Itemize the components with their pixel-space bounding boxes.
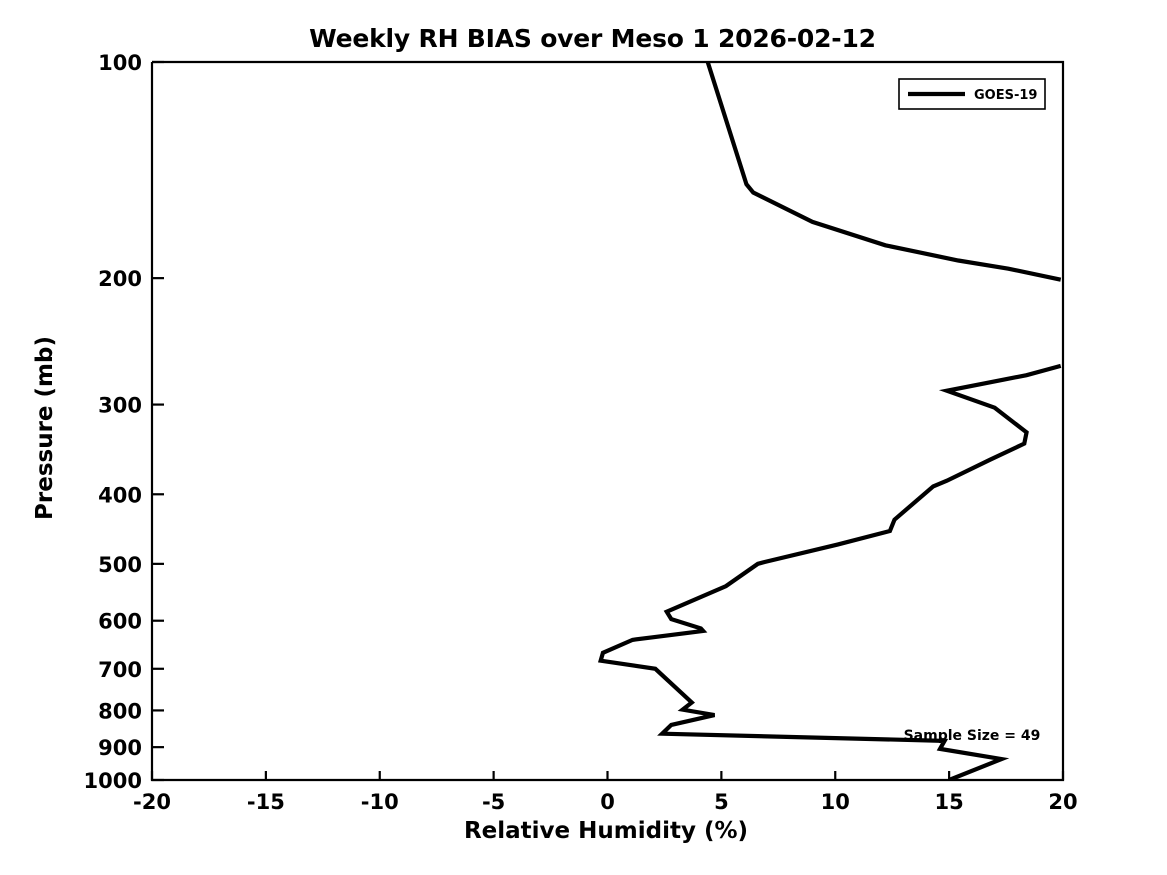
x-tick-label: -5 <box>482 790 505 814</box>
y-tick-label: 400 <box>98 483 142 507</box>
x-tick-label: 5 <box>714 790 729 814</box>
y-tick-label: 600 <box>98 610 142 634</box>
x-tick-label: 0 <box>600 790 615 814</box>
page-title: Weekly RH BIAS over Meso 1 2026-02-12 <box>309 24 876 53</box>
series-polyline <box>705 62 1062 282</box>
x-tick-label: -20 <box>133 790 171 814</box>
sample-size-label: Sample Size = 49 <box>904 728 1041 744</box>
data-series-goes-19 <box>597 62 1062 780</box>
y-axis-label: Pressure (mb) <box>32 336 58 520</box>
y-tick-label: 700 <box>98 658 142 682</box>
axis-spines <box>150 60 1065 782</box>
y-tick-label: 800 <box>98 699 142 723</box>
y-tick-label: 200 <box>98 267 142 291</box>
y-tick-label: 500 <box>98 553 142 577</box>
x-axis-ticks: -20 -15 -10 -5 0 5 10 15 20 <box>133 771 1078 814</box>
x-tick-label: -10 <box>361 790 399 814</box>
y-tick-label: 900 <box>98 736 142 760</box>
y-tick-label: 300 <box>98 394 142 418</box>
x-tick-label: 20 <box>1048 790 1077 814</box>
x-tick-label: -15 <box>247 790 285 814</box>
y-tick-label: 1000 <box>84 769 142 793</box>
x-tick-label: 10 <box>821 790 850 814</box>
sample-size-annotation: Sample Size = 49 <box>904 728 1041 744</box>
chart-legend[interactable]: GOES-19 <box>898 78 1046 110</box>
x-axis-label: Relative Humidity (%) <box>463 818 749 844</box>
y-axis-ticks: 100 200 300 400 500 600 700 800 900 1000 <box>84 51 164 793</box>
legend-entry-label: GOES-19 <box>974 88 1037 103</box>
axes: -20 -15 -10 -5 0 5 10 15 20 100 200 300 400 500 600 70… <box>84 51 1078 814</box>
y-tick-label: 100 <box>98 51 142 75</box>
series-polyline <box>597 363 1062 780</box>
x-tick-label: 15 <box>935 790 964 814</box>
